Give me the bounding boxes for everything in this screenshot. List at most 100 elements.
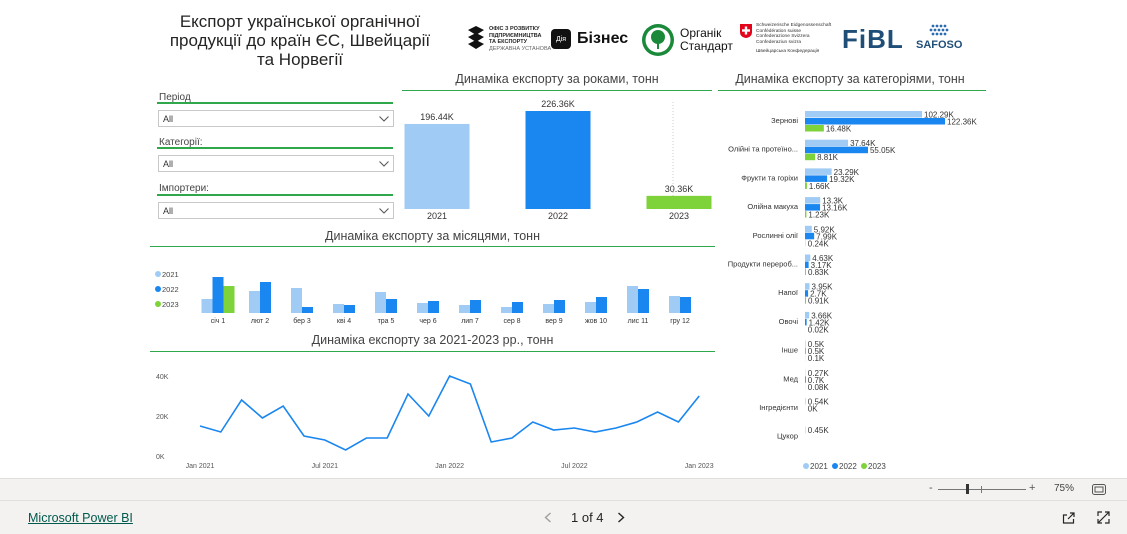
category-bar-2021	[805, 255, 810, 262]
category-label: Фрукти та горіхи	[741, 173, 798, 182]
month-bar-2021	[627, 286, 638, 313]
power-bi-link[interactable]: Microsoft Power BI	[28, 511, 133, 525]
year-bar-label: 226.36K	[541, 99, 575, 109]
legend-label: 2021	[162, 270, 179, 279]
fullscreen-icon[interactable]	[1097, 511, 1110, 524]
category-bar-2021	[805, 168, 832, 175]
tree-icon	[641, 23, 675, 57]
category-bar-label: 8.81K	[817, 153, 839, 162]
month-bar-2022	[638, 289, 649, 313]
month-axis-label: вер 9	[545, 318, 562, 325]
category-label: Напої	[778, 288, 799, 297]
category-label: Олійна макуха	[747, 202, 798, 211]
period-dropdown-value: All	[163, 114, 173, 124]
category-bar-2021	[805, 226, 812, 233]
trend-chart-divider	[150, 351, 715, 352]
legend-dot-2021	[155, 271, 161, 277]
category-bar-2021	[805, 341, 806, 348]
share-icon[interactable]	[1062, 511, 1076, 524]
monthly-chart-divider	[150, 246, 715, 247]
zoom-bar: - + 75%	[0, 478, 1127, 501]
trend-x-tick: Jul 2021	[312, 463, 339, 470]
category-bar-2023	[805, 154, 815, 161]
month-bar-2021	[585, 302, 596, 313]
category-chart-title: Динаміка експорту за категоріями, тонн	[715, 72, 985, 86]
zoom-out-button[interactable]: -	[929, 482, 933, 494]
category-bar-label: 1.23K	[808, 211, 830, 220]
importers-dropdown[interactable]: All	[158, 202, 394, 219]
month-axis-label: лис 11	[628, 318, 649, 325]
year-bar-label: 30.36K	[665, 184, 694, 194]
year-bar-2023	[647, 196, 712, 209]
fibl-logo: FiBL	[842, 24, 904, 55]
category-label: Зернові	[771, 116, 798, 125]
safoso-dots-icon	[924, 22, 954, 38]
legend-label: 2022	[162, 285, 179, 294]
month-bar-2022	[428, 301, 439, 313]
category-bar-2021	[805, 140, 848, 147]
trend-x-tick: Jan 2023	[685, 463, 714, 470]
month-bar-2022	[260, 282, 271, 313]
period-dropdown[interactable]: All	[158, 110, 394, 127]
monthly-chart-title: Динаміка експорту за місяцями, тонн	[150, 229, 715, 243]
month-bar-2022	[386, 299, 397, 313]
legend-dot-2023	[155, 301, 161, 307]
month-axis-label: лип 7	[461, 318, 479, 325]
category-bar-label: 0.91K	[808, 297, 830, 306]
diia-business-text: Бізнес	[577, 30, 628, 48]
trend-x-tick: Jan 2021	[186, 463, 215, 470]
yearly-chart-title: Динаміка експорту за роками, тонн	[402, 72, 712, 86]
chevron-down-icon	[379, 161, 389, 167]
category-bar-2022	[805, 376, 806, 383]
category-label: Інше	[782, 346, 798, 355]
month-bar-2021	[501, 307, 512, 313]
fit-to-page-icon[interactable]	[1092, 484, 1106, 495]
diia-business-logo: Дія Бізнес	[551, 29, 628, 49]
legend-label: 2023	[868, 462, 886, 471]
legend-dot-2022	[155, 286, 161, 292]
trend-chart-title: Динаміка експорту за 2021-2023 рр., тонн	[150, 333, 715, 347]
category-bar-label: 0K	[808, 405, 818, 414]
report-title-line: та Норвегії	[155, 50, 445, 69]
office-logo-text: ДЕРЖАВНА УСТАНОВА	[489, 46, 551, 53]
category-bar-2023	[805, 182, 807, 189]
zoom-slider-track[interactable]	[938, 489, 1026, 490]
month-axis-label: гру 12	[670, 318, 690, 325]
previous-page-icon[interactable]	[544, 512, 552, 523]
organic-standard-text: Стандарт	[680, 40, 733, 53]
categories-dropdown-value: All	[163, 159, 173, 169]
category-bar-2021	[805, 398, 806, 405]
category-bar-2023	[805, 269, 806, 276]
trend-line	[200, 376, 699, 450]
month-bar-2022	[554, 300, 565, 313]
office-logo: ОФІС З РОЗВИТКУ ПІДПРИЄМНИЦТВА ТА ЕКСПОР…	[466, 26, 551, 52]
swiss-shield-icon	[739, 23, 753, 39]
categories-dropdown[interactable]: All	[158, 155, 394, 172]
year-axis-label: 2022	[548, 211, 568, 221]
year-axis-label: 2021	[427, 211, 447, 221]
month-bar-2021	[291, 288, 302, 313]
trend-y-tick: 0K	[156, 454, 165, 461]
category-bar-label: 0.1K	[808, 354, 825, 363]
category-chart-divider	[718, 90, 986, 91]
office-logo-icon	[466, 26, 486, 52]
zoom-in-button[interactable]: +	[1029, 482, 1035, 494]
trend-x-tick: Jan 2022	[435, 463, 464, 470]
month-bar-2021	[202, 299, 213, 313]
zoom-slider-thumb[interactable]	[966, 484, 969, 494]
legend-label: 2022	[839, 462, 857, 471]
category-bar-2021	[805, 283, 810, 290]
category-bar-label: 0.24K	[808, 239, 830, 248]
year-bar-label: 196.44K	[420, 112, 454, 122]
month-axis-label: сер 8	[503, 318, 520, 325]
trend-x-tick: Jul 2022	[561, 463, 588, 470]
month-bar-2022	[213, 277, 224, 313]
month-axis-label: лют 2	[251, 318, 269, 325]
category-label: Цукор	[777, 432, 798, 441]
swiss-logo-text: Schweizerische Eidgenossenschaft	[756, 23, 831, 29]
category-bar-label: 0.02K	[808, 325, 830, 334]
category-bar-label: 19.32K	[829, 175, 855, 184]
legend-label: 2021	[810, 462, 828, 471]
next-page-icon[interactable]	[617, 512, 625, 523]
